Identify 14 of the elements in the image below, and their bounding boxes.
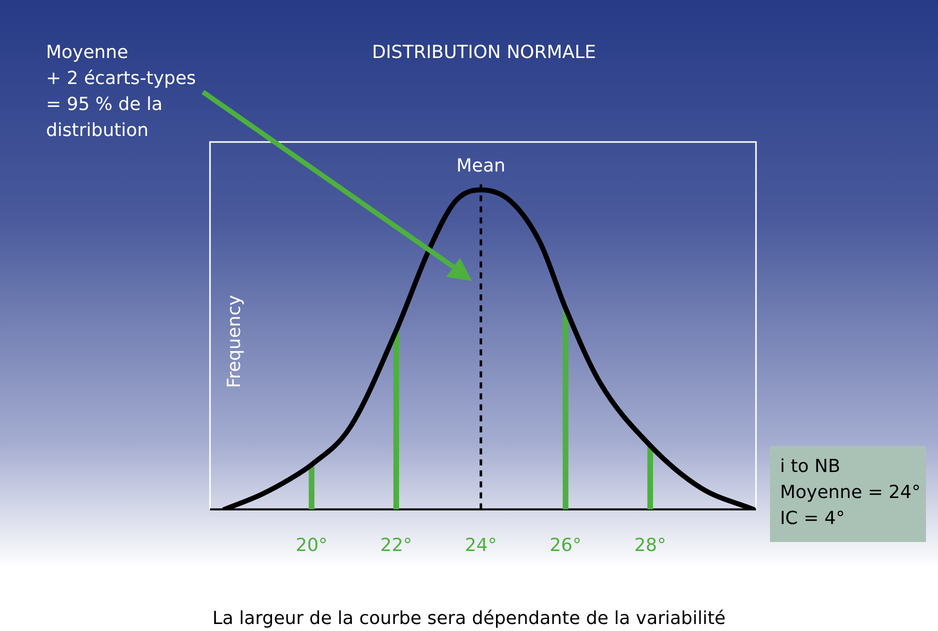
- bar: [647, 445, 654, 510]
- y-axis-title: Frequency: [223, 295, 246, 388]
- ref-line-label: Mean: [456, 156, 506, 177]
- x-tick-label: 20°: [296, 534, 328, 556]
- text: Moyenne + 2 écarts-types = 95 % de la distribution: [46, 41, 196, 143]
- x-tick-label: 24°: [464, 534, 497, 556]
- bar: [562, 308, 568, 510]
- x-tick-label: 22°: [380, 534, 412, 556]
- x-tick-label: 28°: [634, 534, 666, 556]
- x-tick-label: 26°: [550, 534, 582, 556]
- text: i to NB Moyenne = 24° IC = 4°: [770, 446, 926, 542]
- bar: [393, 330, 400, 510]
- text: La largeur de la courbe sera dépendante de la variabilité: [211, 607, 727, 631]
- chart-title: DISTRIBUTION NORMALE: [372, 42, 596, 63]
